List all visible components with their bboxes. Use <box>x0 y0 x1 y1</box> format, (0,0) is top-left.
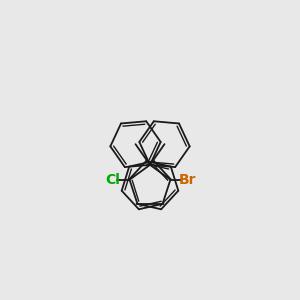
Text: Cl: Cl <box>105 172 120 187</box>
Text: Br: Br <box>178 172 196 187</box>
